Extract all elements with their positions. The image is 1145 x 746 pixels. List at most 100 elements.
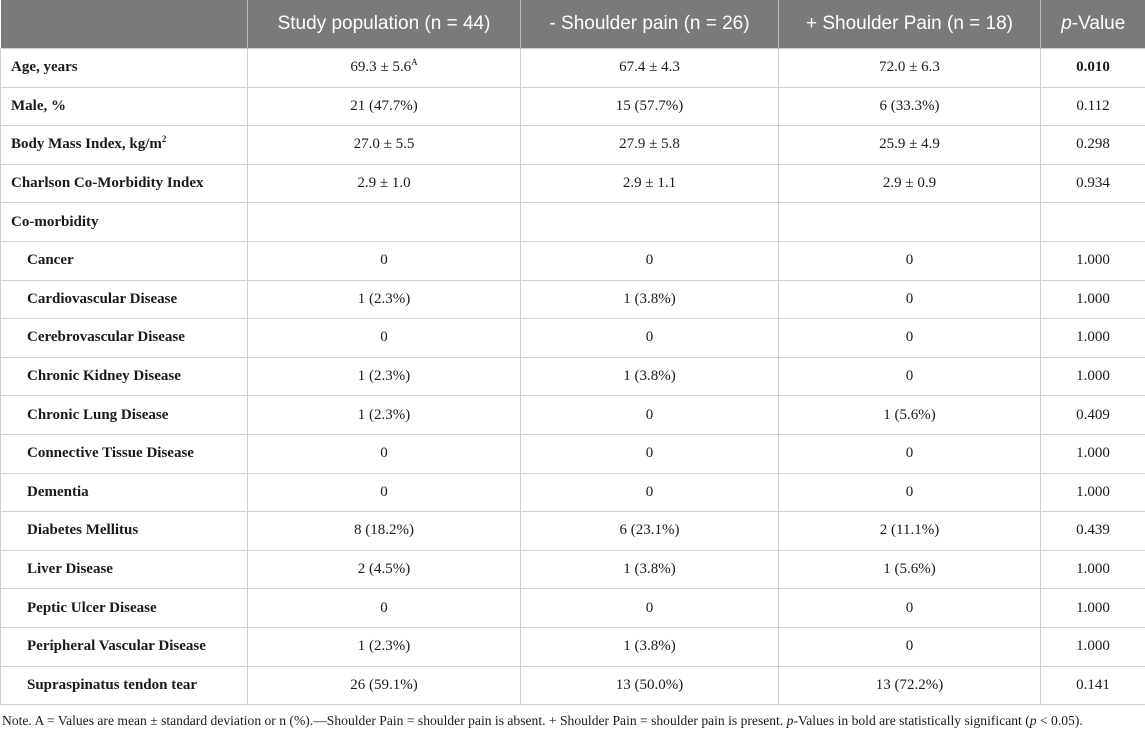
header-blank <box>0 0 248 49</box>
cell-study-population: 0 <box>247 588 521 628</box>
cell-p-value: 1.000 <box>1040 279 1145 320</box>
cell-p-value: 0.112 <box>1040 86 1145 127</box>
unit-superscript: 2 <box>161 134 167 145</box>
header-row: Study population (n = 44) - Shoulder pai… <box>0 0 1145 49</box>
row-label: Male, % <box>0 86 248 127</box>
cell-study-population: 1 (2.3%) <box>247 626 521 667</box>
table-footnote: Note. A = Values are mean ± standard dev… <box>0 705 1144 730</box>
characteristics-table: Study population (n = 44) - Shoulder pai… <box>0 0 1145 706</box>
cell-no-pain: 13 (50.0%) <box>520 665 779 706</box>
table-row: Connective Tissue Disease 0 0 0 1.000 <box>0 433 1145 474</box>
cell-pain <box>778 202 1041 242</box>
header-p-rest: -Value <box>1071 13 1126 34</box>
cell-pain: 13 (72.2%) <box>778 665 1041 706</box>
cell-study-population: 1 (2.3%) <box>247 356 521 397</box>
cell-p-value: 1.000 <box>1040 318 1145 358</box>
row-label: Cerebrovascular Disease <box>0 318 248 358</box>
row-label: Cancer <box>0 240 248 281</box>
cell-no-pain: 67.4 ± 4.3 <box>520 48 779 88</box>
note-p-italic-2: p <box>1029 713 1037 729</box>
cell-no-pain: 1 (3.8%) <box>520 626 779 667</box>
cell-study-population: 2.9 ± 1.0 <box>247 163 521 204</box>
cell-study-population: 21 (47.7%) <box>247 86 521 127</box>
row-label: Diabetes Mellitus <box>0 511 248 551</box>
cell-p-value: 0.141 <box>1040 665 1145 706</box>
cell-study-population: 69.3 ± 5.6A <box>247 48 521 88</box>
table-row: Supraspinatus tendon tear 26 (59.1%) 13 … <box>0 665 1145 706</box>
footnote-marker: A <box>411 57 418 68</box>
cell-no-pain: 0 <box>520 472 779 513</box>
table-row: Charlson Co-Morbidity Index 2.9 ± 1.0 2.… <box>0 163 1145 204</box>
cell-pain: 0 <box>778 279 1041 320</box>
cell-no-pain: 15 (57.7%) <box>520 86 779 127</box>
header-p-value: p-Value <box>1040 0 1145 49</box>
table-row: Diabetes Mellitus 8 (18.2%) 6 (23.1%) 2 … <box>0 511 1145 551</box>
cell-p-value: 1.000 <box>1040 626 1145 667</box>
cell-pain: 0 <box>778 356 1041 397</box>
header-p-italic: p <box>1061 13 1072 34</box>
cell-pain: 72.0 ± 6.3 <box>778 48 1041 88</box>
note-text-3: < 0.05). <box>1036 713 1083 729</box>
cell-p-value: 0.010 <box>1040 48 1145 88</box>
cell-no-pain <box>520 202 779 242</box>
cell-no-pain: 1 (3.8%) <box>520 279 779 320</box>
note-p-italic-1: p <box>786 713 794 729</box>
table-row: Cancer 0 0 0 1.000 <box>0 240 1145 281</box>
cell-p-value <box>1040 202 1145 242</box>
cell-p-value: 0.298 <box>1040 125 1145 165</box>
row-label: Age, years <box>0 48 248 88</box>
row-label: Connective Tissue Disease <box>0 433 248 474</box>
row-label: Body Mass Index, kg/m2 <box>0 125 248 165</box>
cell-p-value: 0.934 <box>1040 163 1145 204</box>
row-label-text: Body Mass Index, kg/m <box>11 136 162 153</box>
cell-pain: 0 <box>778 240 1041 281</box>
cell-pain: 2.9 ± 0.9 <box>778 163 1041 204</box>
cell-pain: 0 <box>778 318 1041 358</box>
cell-study-population: 0 <box>247 433 521 474</box>
cell-no-pain: 0 <box>520 240 779 281</box>
table-row: Chronic Lung Disease 1 (2.3%) 0 1 (5.6%)… <box>0 395 1145 435</box>
note-text-2: -Values in bold are statistically signif… <box>793 713 1030 729</box>
cell-pain: 2 (11.1%) <box>778 511 1041 551</box>
cell-study-population: 0 <box>247 318 521 358</box>
table-row: Age, years 69.3 ± 5.6A 67.4 ± 4.3 72.0 ±… <box>0 48 1145 88</box>
cell-no-pain: 0 <box>520 318 779 358</box>
row-label: Supraspinatus tendon tear <box>0 665 248 706</box>
cell-p-value: 1.000 <box>1040 433 1145 474</box>
cell-value: 69.3 ± 5.6 <box>350 59 412 76</box>
cell-no-pain: 0 <box>520 433 779 474</box>
table-row: Chronic Kidney Disease 1 (2.3%) 1 (3.8%)… <box>0 356 1145 397</box>
cell-p-value: 0.439 <box>1040 511 1145 551</box>
table-row: Peripheral Vascular Disease 1 (2.3%) 1 (… <box>0 626 1145 667</box>
cell-no-pain: 1 (3.8%) <box>520 549 779 590</box>
cell-no-pain: 27.9 ± 5.8 <box>520 125 779 165</box>
table-row: Co-morbidity <box>0 202 1145 242</box>
cell-pain: 0 <box>778 433 1041 474</box>
cell-p-value: 1.000 <box>1040 356 1145 397</box>
row-label: Dementia <box>0 472 248 513</box>
cell-pain: 1 (5.6%) <box>778 395 1041 435</box>
cell-no-pain: 0 <box>520 395 779 435</box>
cell-study-population: 2 (4.5%) <box>247 549 521 590</box>
cell-no-pain: 0 <box>520 588 779 628</box>
cell-study-population: 1 (2.3%) <box>247 395 521 435</box>
cell-p-value: 1.000 <box>1040 472 1145 513</box>
table-row: Dementia 0 0 0 1.000 <box>0 472 1145 513</box>
table-row: Peptic Ulcer Disease 0 0 0 1.000 <box>0 588 1145 628</box>
table-row: Cardiovascular Disease 1 (2.3%) 1 (3.8%)… <box>0 279 1145 320</box>
row-label: Chronic Lung Disease <box>0 395 248 435</box>
cell-pain: 25.9 ± 4.9 <box>778 125 1041 165</box>
cell-study-population: 26 (59.1%) <box>247 665 521 706</box>
cell-p-value: 0.409 <box>1040 395 1145 435</box>
cell-pain: 1 (5.6%) <box>778 549 1041 590</box>
cell-pain: 0 <box>778 472 1041 513</box>
row-label: Co-morbidity <box>0 202 248 242</box>
table-row: Cerebrovascular Disease 0 0 0 1.000 <box>0 318 1145 358</box>
cell-p-value: 1.000 <box>1040 549 1145 590</box>
cell-no-pain: 2.9 ± 1.1 <box>520 163 779 204</box>
cell-study-population: 0 <box>247 472 521 513</box>
row-label: Cardiovascular Disease <box>0 279 248 320</box>
table-row: Body Mass Index, kg/m2 27.0 ± 5.5 27.9 ±… <box>0 125 1145 165</box>
row-label: Peptic Ulcer Disease <box>0 588 248 628</box>
cell-study-population: 1 (2.3%) <box>247 279 521 320</box>
